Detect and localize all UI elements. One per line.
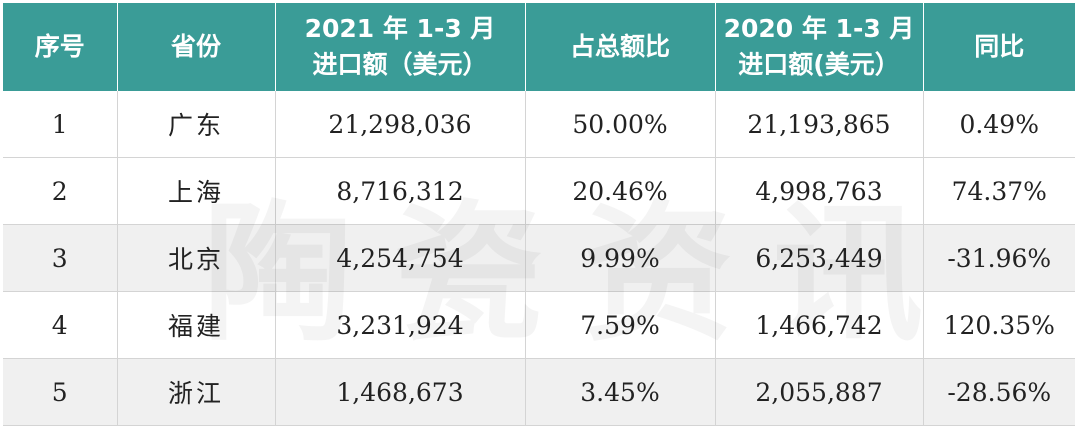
cell-share: 9.99% [525,224,716,292]
cell-import-2020: 6,253,449 [715,224,924,292]
cell-share: 50.00% [525,91,716,158]
cell-yoy: -31.96% [923,224,1075,292]
cell-import-2020: 1,466,742 [715,291,924,359]
header-import-2020-line1: 2020 年 1-3 月 [723,14,915,43]
cell-import-2021: 21,298,036 [275,91,526,158]
cell-yoy: 0.49% [923,91,1075,158]
cell-no: 2 [3,157,118,225]
header-yoy: 同比 [923,3,1075,91]
header-province-label: 省份 [170,32,221,61]
cell-import-2021: 8,716,312 [275,157,526,225]
cell-no: 4 [3,291,118,359]
header-no: 序号 [3,3,118,91]
cell-yoy: 74.37% [923,157,1075,225]
cell-import-2020: 21,193,865 [715,91,924,158]
header-import-2021-line1: 2021 年 1-3 月 [304,14,496,43]
header-share-label: 占总额比 [569,32,670,61]
cell-import-2021: 4,254,754 [275,224,526,292]
header-import-2020: 2020 年 1-3 月 进口额(美元） [715,3,924,91]
cell-import-2021: 1,468,673 [275,358,526,426]
cell-import-2021: 3,231,924 [275,291,526,359]
cell-share: 7.59% [525,291,716,359]
header-share: 占总额比 [525,3,716,91]
header-import-2020-line2: 进口额(美元） [738,50,900,79]
import-table: 序号 省份 2021 年 1-3 月 进口额（美元） 占总额比 2020 年 1… [3,3,1075,426]
header-row: 序号 省份 2021 年 1-3 月 进口额（美元） 占总额比 2020 年 1… [3,3,1075,91]
cell-import-2020: 2,055,887 [715,358,924,426]
cell-share: 20.46% [525,157,716,225]
header-import-2021-line2: 进口额（美元） [312,50,488,79]
cell-import-2020: 4,998,763 [715,157,924,225]
header-import-2021: 2021 年 1-3 月 进口额（美元） [275,3,526,91]
table-row: 5 浙江 1,468,673 3.45% 2,055,887 -28.56% [3,358,1075,426]
cell-share: 3.45% [525,358,716,426]
cell-province: 北京 [117,224,276,292]
header-no-label: 序号 [34,32,85,61]
table-row: 2 上海 8,716,312 20.46% 4,998,763 74.37% [3,157,1075,225]
table-row: 1 广东 21,298,036 50.00% 21,193,865 0.49% [3,91,1075,158]
cell-province: 浙江 [117,358,276,426]
cell-no: 5 [3,358,118,426]
header-province: 省份 [117,3,276,91]
cell-yoy: -28.56% [923,358,1075,426]
cell-no: 3 [3,224,118,292]
cell-province: 福建 [117,291,276,359]
table-row: 3 北京 4,254,754 9.99% 6,253,449 -31.96% [3,224,1075,292]
cell-province: 上海 [117,157,276,225]
data-table-container: 序号 省份 2021 年 1-3 月 进口额（美元） 占总额比 2020 年 1… [3,3,1075,427]
table-row: 4 福建 3,231,924 7.59% 1,466,742 120.35% [3,291,1075,359]
cell-yoy: 120.35% [923,291,1075,359]
header-yoy-label: 同比 [974,32,1025,61]
cell-province: 广东 [117,91,276,158]
cell-no: 1 [3,91,118,158]
